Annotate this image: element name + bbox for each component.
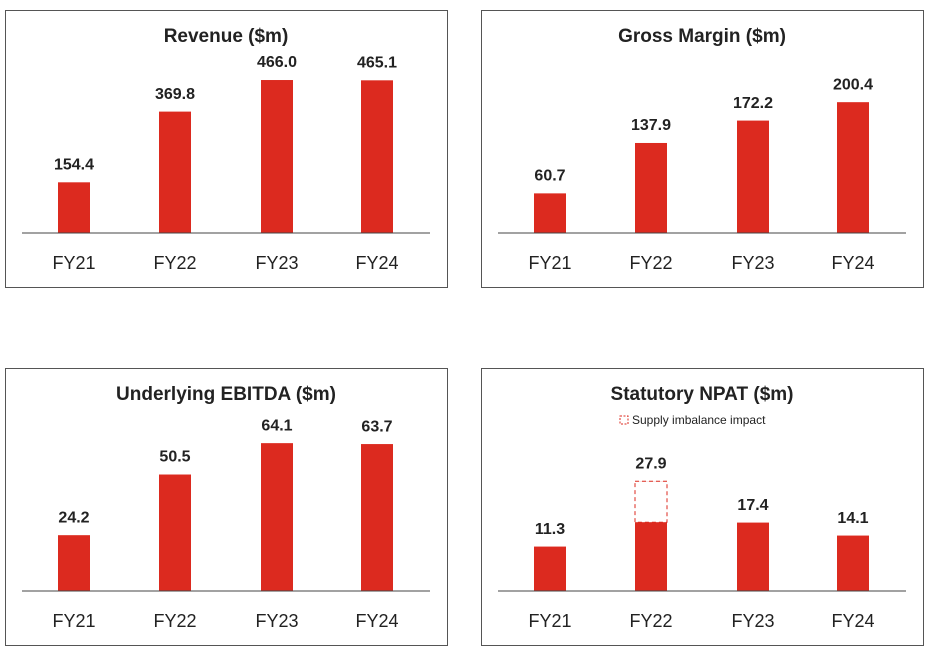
chart-title: Revenue ($m) bbox=[164, 26, 289, 47]
x-tick-label: FY23 bbox=[255, 611, 298, 631]
bar bbox=[837, 102, 869, 234]
legend: Supply imbalance impact bbox=[619, 413, 766, 427]
chart-title: Statutory NPAT ($m) bbox=[611, 384, 794, 405]
value-label: 60.7 bbox=[534, 168, 565, 185]
bar bbox=[261, 80, 293, 234]
value-label: 200.4 bbox=[833, 76, 873, 93]
x-tick-label: FY22 bbox=[153, 611, 196, 631]
x-tick-label: FY21 bbox=[52, 611, 95, 631]
legend-swatch bbox=[619, 415, 629, 425]
x-tick-label: FY21 bbox=[528, 611, 571, 631]
chart-panel: Gross Margin ($m) 60.7 FY21 137.9 FY22 172.2 F… bbox=[481, 10, 924, 288]
chart-panel: Underlying EBITDA ($m) 24.2 FY21 50.5 FY22 64… bbox=[5, 368, 448, 646]
value-label: 17.4 bbox=[737, 497, 768, 514]
chart-title: Gross Margin ($m) bbox=[618, 26, 786, 47]
panel-border bbox=[481, 368, 924, 646]
x-tick-label: FY22 bbox=[629, 611, 672, 631]
bar bbox=[58, 182, 90, 233]
value-label: 64.1 bbox=[261, 417, 292, 434]
value-label: 466.0 bbox=[257, 54, 297, 71]
chart-panel: Revenue ($m) 154.4 FY21 369.8 FY22 466.0 FY23 4… bbox=[5, 10, 448, 288]
x-tick-label: FY22 bbox=[629, 253, 672, 273]
x-tick-label: FY24 bbox=[355, 253, 398, 273]
x-tick-label: FY24 bbox=[831, 611, 874, 631]
chart-panel: Statutory NPAT ($m) Supply imbalance impa… bbox=[481, 368, 924, 646]
bar bbox=[361, 444, 393, 591]
chart-title: Underlying EBITDA ($m) bbox=[116, 384, 336, 405]
bar bbox=[361, 80, 393, 233]
x-tick-label: FY23 bbox=[731, 611, 774, 631]
value-label: 50.5 bbox=[159, 449, 190, 466]
impact-bar bbox=[634, 480, 668, 523]
x-tick-label: FY24 bbox=[831, 253, 874, 273]
value-label: 63.7 bbox=[361, 418, 392, 435]
bar bbox=[159, 111, 191, 233]
bar bbox=[635, 142, 667, 233]
value-label: 172.2 bbox=[733, 95, 773, 112]
bar bbox=[737, 120, 769, 233]
x-tick-label: FY21 bbox=[52, 253, 95, 273]
bar bbox=[261, 443, 293, 591]
bar bbox=[534, 546, 566, 591]
value-label: 137.9 bbox=[631, 117, 671, 134]
x-tick-label: FY23 bbox=[255, 253, 298, 273]
bar bbox=[837, 535, 869, 591]
value-label: 465.1 bbox=[357, 55, 397, 72]
value-label: 154.4 bbox=[54, 157, 94, 174]
x-tick-label: FY21 bbox=[528, 253, 571, 273]
value-label: 24.2 bbox=[58, 509, 89, 526]
value-label: 11.3 bbox=[535, 521, 565, 538]
value-label: 27.9 bbox=[635, 456, 666, 473]
x-tick-label: FY22 bbox=[153, 253, 196, 273]
value-label: 14.1 bbox=[837, 510, 868, 527]
value-label: 369.8 bbox=[155, 86, 195, 103]
bar bbox=[58, 535, 90, 591]
x-tick-label: FY23 bbox=[731, 253, 774, 273]
legend-label: Supply imbalance impact bbox=[632, 413, 766, 427]
bar bbox=[159, 474, 191, 591]
bar bbox=[534, 193, 566, 233]
bar bbox=[737, 522, 769, 591]
x-tick-label: FY24 bbox=[355, 611, 398, 631]
